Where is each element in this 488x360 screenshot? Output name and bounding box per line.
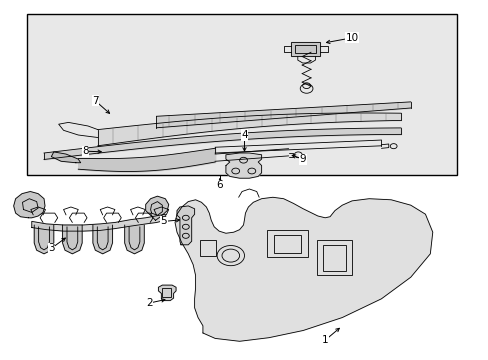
Polygon shape: [32, 214, 165, 231]
Text: 4: 4: [241, 130, 247, 140]
Bar: [322, 245, 346, 271]
Text: 2: 2: [145, 298, 152, 308]
Text: 9: 9: [299, 154, 306, 164]
Text: 8: 8: [82, 146, 89, 156]
Bar: [266, 230, 307, 257]
Bar: [294, 45, 316, 53]
Bar: [27, 14, 456, 175]
Polygon shape: [225, 153, 261, 178]
Polygon shape: [158, 285, 176, 301]
Text: 7: 7: [92, 96, 99, 106]
Polygon shape: [34, 225, 54, 254]
Polygon shape: [93, 225, 112, 254]
Text: 10: 10: [345, 33, 358, 43]
Bar: [162, 288, 171, 297]
Text: 1: 1: [321, 335, 328, 345]
Polygon shape: [177, 206, 194, 245]
Text: 3: 3: [48, 243, 55, 253]
Bar: [273, 235, 300, 253]
Polygon shape: [175, 197, 432, 341]
Bar: [290, 42, 320, 56]
Polygon shape: [145, 196, 168, 220]
Polygon shape: [124, 225, 144, 254]
Text: 6: 6: [216, 180, 223, 190]
Bar: [316, 240, 351, 275]
Text: 5: 5: [160, 216, 167, 226]
Polygon shape: [62, 225, 82, 254]
Polygon shape: [14, 192, 45, 218]
Polygon shape: [51, 152, 81, 163]
Bar: [200, 240, 216, 256]
